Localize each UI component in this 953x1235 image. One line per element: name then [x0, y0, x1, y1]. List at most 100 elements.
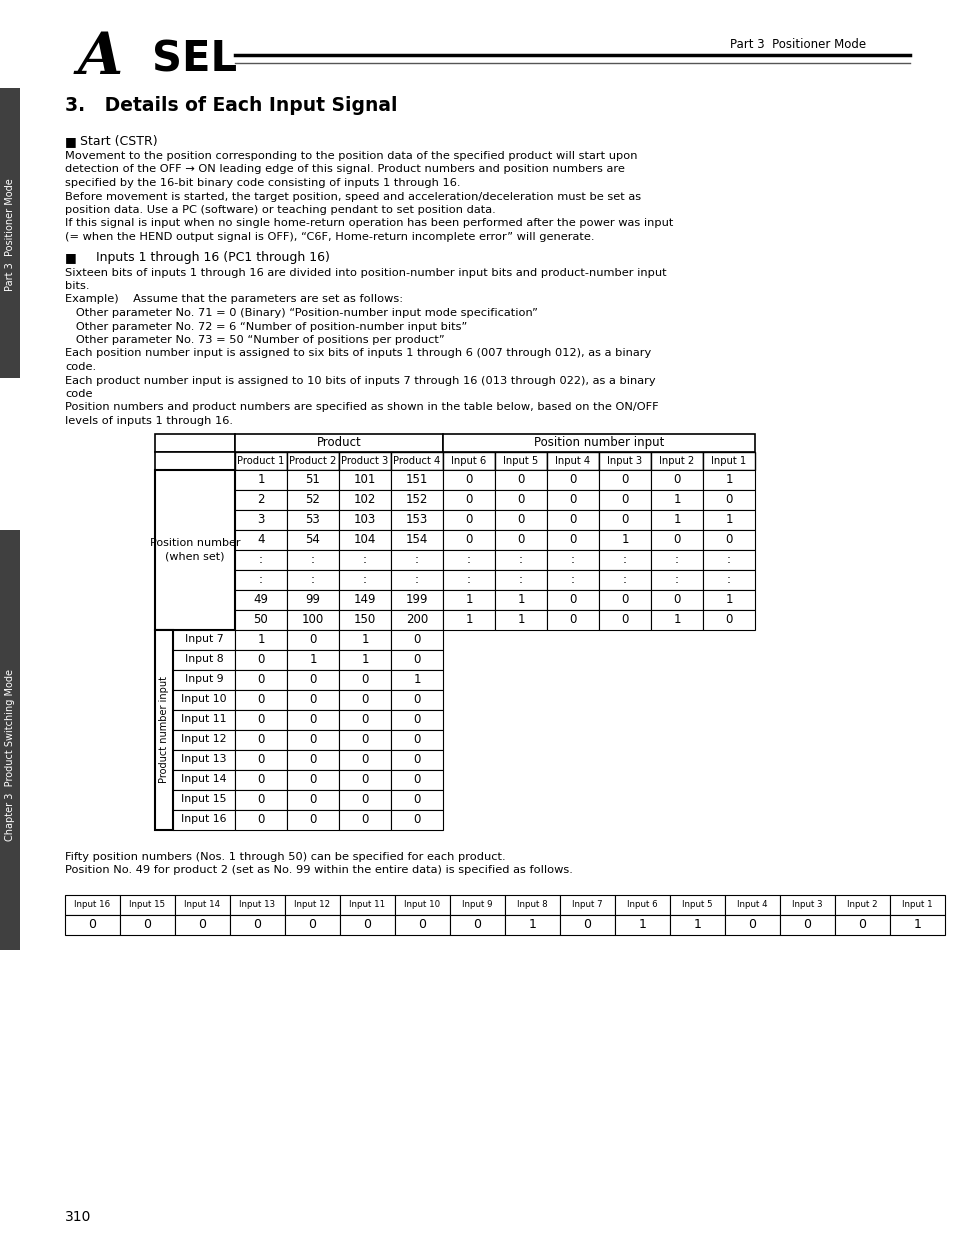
Text: 0: 0: [309, 634, 316, 646]
Bar: [234, 530, 287, 550]
Bar: [287, 630, 338, 650]
Bar: [598, 452, 650, 469]
Bar: [287, 489, 338, 510]
Bar: [780, 914, 834, 935]
Text: 0: 0: [724, 613, 732, 626]
Text: 0: 0: [583, 918, 591, 931]
Bar: [724, 914, 780, 935]
Text: (= when the HEND output signal is OFF), “C6F, Home-return incomplete error” will: (= when the HEND output signal is OFF), …: [65, 232, 594, 242]
Bar: [391, 469, 442, 489]
Text: 1: 1: [465, 593, 473, 606]
Text: Position No. 49 for product 2 (set as No. 99 within the entire data) is specifie: Position No. 49 for product 2 (set as No…: [65, 864, 572, 876]
Text: 1: 1: [724, 473, 732, 487]
Bar: [650, 589, 702, 610]
Bar: [338, 469, 391, 489]
Text: 1: 1: [673, 493, 680, 506]
Bar: [234, 550, 287, 569]
Bar: [287, 550, 338, 569]
Text: 0: 0: [620, 513, 628, 526]
Bar: [442, 510, 495, 530]
Bar: [338, 709, 391, 730]
Text: 0: 0: [418, 918, 426, 931]
Bar: [391, 650, 442, 669]
Text: Start (CSTR): Start (CSTR): [80, 135, 157, 148]
Bar: [234, 750, 287, 769]
Bar: [615, 894, 669, 914]
Text: Input 14: Input 14: [181, 774, 227, 784]
Text: 0: 0: [309, 734, 316, 746]
Text: 154: 154: [405, 534, 428, 546]
Bar: [442, 550, 495, 569]
Text: Position number: Position number: [150, 538, 240, 548]
Bar: [495, 452, 546, 469]
Bar: [391, 789, 442, 809]
Text: 0: 0: [361, 713, 368, 726]
Text: :: :: [571, 573, 575, 585]
Bar: [287, 689, 338, 709]
Bar: [338, 769, 391, 789]
Text: Inputs 1 through 16 (PC1 through 16): Inputs 1 through 16 (PC1 through 16): [80, 252, 330, 264]
Bar: [154, 469, 234, 630]
Text: 0: 0: [569, 493, 576, 506]
Text: 0: 0: [673, 473, 680, 487]
Text: :: :: [311, 573, 314, 585]
Text: 54: 54: [305, 534, 320, 546]
Bar: [598, 489, 650, 510]
Bar: [0, 559, 20, 950]
Bar: [702, 569, 754, 589]
Text: (when set): (when set): [165, 552, 225, 562]
Text: Input 13: Input 13: [181, 755, 227, 764]
Text: Input 10: Input 10: [181, 694, 227, 704]
Bar: [287, 809, 338, 830]
Bar: [650, 530, 702, 550]
Text: Other parameter No. 73 = 50 “Number of positions per product”: Other parameter No. 73 = 50 “Number of p…: [65, 335, 444, 345]
Bar: [172, 650, 234, 669]
Text: :: :: [415, 573, 418, 585]
Bar: [598, 530, 650, 550]
Text: position data. Use a PC (software) or teaching pendant to set position data.: position data. Use a PC (software) or te…: [65, 205, 496, 215]
Text: Input 1: Input 1: [711, 456, 746, 466]
Bar: [702, 589, 754, 610]
Bar: [546, 469, 598, 489]
Bar: [338, 510, 391, 530]
Text: Product 2: Product 2: [289, 456, 336, 466]
Text: :: :: [726, 553, 730, 566]
Bar: [546, 452, 598, 469]
Bar: [65, 914, 120, 935]
Bar: [889, 894, 944, 914]
Bar: [172, 809, 234, 830]
Bar: [287, 610, 338, 630]
Bar: [287, 530, 338, 550]
Bar: [546, 510, 598, 530]
Text: Input 4: Input 4: [737, 900, 767, 909]
Bar: [450, 894, 504, 914]
Text: Input 10: Input 10: [404, 900, 440, 909]
Text: 200: 200: [405, 613, 428, 626]
Bar: [546, 550, 598, 569]
Bar: [338, 689, 391, 709]
Bar: [450, 914, 504, 935]
Text: 3: 3: [257, 513, 264, 526]
Text: 0: 0: [620, 593, 628, 606]
Bar: [559, 914, 615, 935]
Text: 0: 0: [363, 918, 371, 931]
Text: 1: 1: [465, 613, 473, 626]
Bar: [669, 894, 724, 914]
Text: 0: 0: [413, 634, 420, 646]
Bar: [442, 452, 495, 469]
Text: 1: 1: [413, 673, 420, 685]
Bar: [234, 769, 287, 789]
Bar: [234, 689, 287, 709]
Text: A: A: [77, 30, 123, 86]
Text: Input 16: Input 16: [74, 900, 111, 909]
Bar: [834, 914, 889, 935]
Text: 1: 1: [528, 918, 536, 931]
Text: 0: 0: [748, 918, 756, 931]
Text: Example)    Assume that the parameters are set as follows:: Example) Assume that the parameters are …: [65, 294, 403, 305]
Bar: [174, 914, 230, 935]
Bar: [120, 894, 174, 914]
Text: Product 1: Product 1: [237, 456, 284, 466]
Text: 2: 2: [257, 493, 265, 506]
Bar: [287, 469, 338, 489]
Bar: [546, 569, 598, 589]
